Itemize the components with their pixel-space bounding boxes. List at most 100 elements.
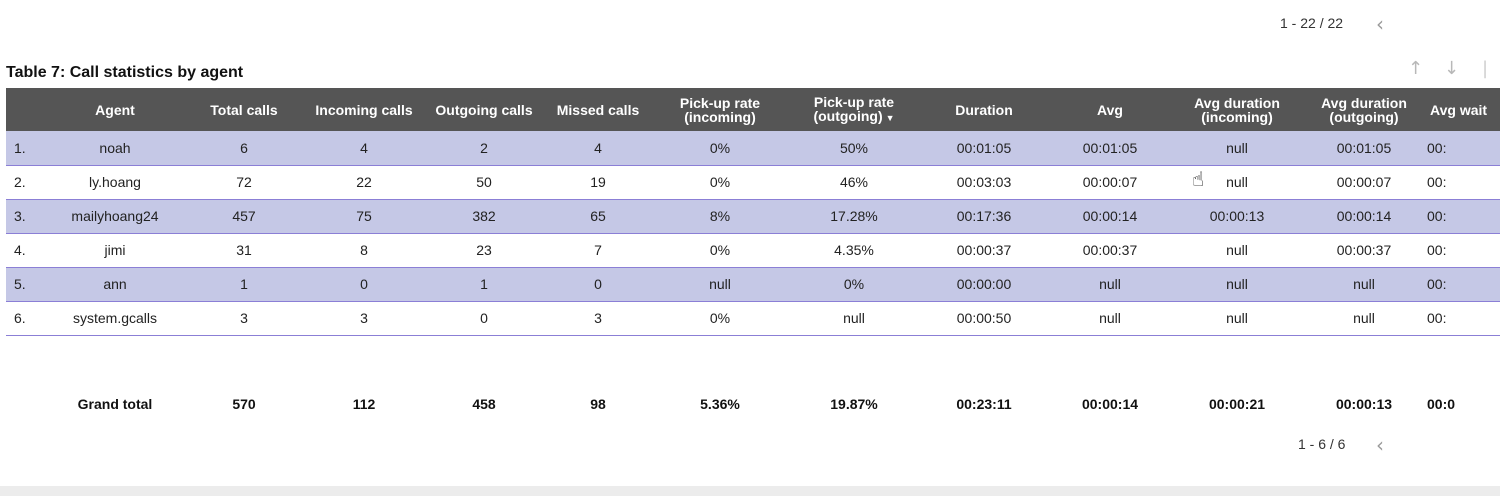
header-avg[interactable]: Avg bbox=[1097, 101, 1123, 118]
chevron-left-icon[interactable]: ‹ bbox=[1376, 433, 1384, 457]
table-cell: 4.35% bbox=[834, 242, 874, 258]
spacer-row bbox=[6, 335, 1500, 387]
table-cell: 00: bbox=[1427, 242, 1447, 258]
table-cell: 4 bbox=[594, 139, 602, 156]
table-cell: 00:00:07 bbox=[1336, 174, 1392, 190]
chevron-left-icon[interactable]: ‹ bbox=[1376, 12, 1384, 36]
table-cell: 00:00:37 bbox=[1082, 242, 1138, 258]
table-cell: 00:01:05 bbox=[1082, 139, 1138, 156]
table-cell: 00:00:14 bbox=[1082, 208, 1138, 224]
total-cell: 00:23:11 bbox=[956, 396, 1012, 412]
table-title: Table 7: Call statistics by agent bbox=[6, 64, 244, 81]
header-pickup-incoming[interactable]: Pick-up rate (incoming) bbox=[679, 94, 761, 125]
table-row[interactable]: 4. jimi 31 8 23 7 0% 4.35% 00:00:37 00:00:37 null 0… bbox=[6, 233, 1500, 267]
table-cell: null bbox=[1353, 276, 1375, 292]
table-cell: 31 bbox=[236, 242, 252, 258]
table-cell: 7 bbox=[594, 242, 602, 258]
table-cell: 0% bbox=[709, 139, 731, 156]
table-cell: 0% bbox=[709, 310, 731, 326]
table-cell: null bbox=[1099, 310, 1121, 326]
table-cell: null bbox=[709, 276, 731, 292]
total-cell: 00:00:13 bbox=[1335, 396, 1393, 412]
table-cell: null bbox=[1226, 276, 1248, 292]
header-duration[interactable]: Duration bbox=[955, 101, 1013, 118]
table-row[interactable]: 6. system.gcalls 3 3 0 3 0% null 00:00:50 null nul… bbox=[6, 301, 1500, 335]
total-cell: 00:00:14 bbox=[1081, 396, 1139, 412]
table-cell: 457 bbox=[232, 208, 256, 224]
total-cell: 5.36% bbox=[700, 396, 740, 412]
header-avg-wait[interactable]: Avg wait bbox=[1430, 101, 1488, 118]
table-header-row: Agent Total calls Incoming calls Outgoin… bbox=[6, 88, 1500, 131]
header-pickup-outgoing[interactable]: Pick-up rate (outgoing) ▼ bbox=[788, 88, 920, 131]
table-cell: 65 bbox=[590, 208, 606, 224]
sort-desc-icon: ▼ bbox=[885, 112, 895, 123]
table-cell: 00: bbox=[1427, 310, 1447, 326]
header-total-calls[interactable]: Total calls bbox=[210, 101, 278, 118]
table-cell: 00:00:37 bbox=[956, 242, 1012, 258]
table-cell: 00:01:05 bbox=[1336, 139, 1392, 156]
header-agent[interactable]: Agent bbox=[95, 101, 135, 118]
table-row[interactable]: 5. ann 1 0 1 0 null 0% 00:00:00 null null null 00: bbox=[6, 267, 1500, 301]
table-cell: 3 bbox=[360, 310, 368, 326]
header-outgoing-calls[interactable]: Outgoing calls bbox=[435, 101, 533, 118]
table-cell: 4. bbox=[14, 242, 26, 258]
header-missed-calls[interactable]: Missed calls bbox=[556, 101, 640, 118]
agent-name-cell: system.gcalls bbox=[72, 310, 158, 326]
agent-name-cell: jimi bbox=[104, 242, 126, 258]
total-cell: 00:00:21 bbox=[1208, 396, 1266, 412]
table-cell: 8 bbox=[360, 242, 368, 258]
top-pagination-range: 1 - 22 / 22 bbox=[1280, 15, 1344, 31]
total-cell: 19.87% bbox=[830, 396, 878, 412]
table-cell: 0 bbox=[360, 276, 368, 292]
table-cell: null bbox=[1099, 276, 1121, 292]
header-avg-duration-incoming[interactable]: Avg duration (incoming) bbox=[1194, 94, 1280, 125]
table-cell: null bbox=[1226, 242, 1248, 258]
agent-name-cell: mailyhoang24 bbox=[71, 208, 159, 224]
table-cell: 50 bbox=[476, 174, 492, 190]
table-cell: 3 bbox=[240, 310, 248, 326]
total-cell: 458 bbox=[472, 396, 496, 412]
top-pagination: 1 - 22 / 22 ‹ bbox=[1200, 12, 1500, 36]
grand-total-row: Grand total 570 112 458 98 5.36% 19.87% … bbox=[6, 387, 1500, 421]
table-cell: 5. bbox=[14, 276, 26, 292]
table-cell: 00:00:37 bbox=[1336, 242, 1392, 258]
agent-stats-table: Agent Total calls Incoming calls Outgoin… bbox=[6, 88, 1500, 421]
hand-cursor-icon: ☝ bbox=[1192, 167, 1205, 191]
total-cell bbox=[6, 387, 46, 421]
table-cell: 3. bbox=[14, 208, 26, 224]
table-cell: null bbox=[1226, 310, 1248, 326]
header-incoming-calls[interactable]: Incoming calls bbox=[315, 101, 413, 118]
table-cell: 46% bbox=[839, 174, 869, 190]
table-row[interactable]: 2. ly.hoang 72 22 50 19 0% 46% 00:03:03 00:00:07 n… bbox=[6, 165, 1500, 199]
table-cell: 17.28% bbox=[830, 208, 878, 224]
table-row[interactable]: 3. mailyhoang24 457 75 382 65 8% 17.28% 00:17:36… bbox=[6, 199, 1500, 233]
total-cell: 98 bbox=[590, 396, 606, 412]
total-label: Grand total bbox=[77, 396, 153, 412]
table-cell: 00:01:05 bbox=[956, 139, 1012, 156]
arrow-down-icon[interactable]: ↓ bbox=[1444, 58, 1460, 79]
table-cell: 0% bbox=[843, 276, 865, 292]
table-row[interactable]: 1. noah 6 4 2 4 0% 50% 00:01:05 00:01:05 null 00:01… bbox=[6, 131, 1500, 165]
table-cell: 00: bbox=[1427, 139, 1447, 156]
total-cell: 112 bbox=[352, 396, 376, 412]
table-toolbar: ↑ ↓ | bbox=[1390, 58, 1500, 82]
table-cell: 8% bbox=[709, 208, 731, 224]
table-cell: 50% bbox=[839, 139, 869, 156]
arrow-up-icon[interactable]: ↑ bbox=[1408, 58, 1424, 79]
table-cell: 382 bbox=[472, 208, 496, 224]
table-cell: 6 bbox=[240, 139, 248, 156]
table-cell: 00:17:36 bbox=[956, 208, 1012, 224]
agent-name-cell: ann bbox=[103, 276, 127, 292]
table-cell: 1 bbox=[240, 276, 248, 292]
header-pickup-outgoing-label: Pick-up rate (outgoing) bbox=[813, 93, 895, 124]
table-cell: 72 bbox=[236, 174, 252, 190]
table-cell: null bbox=[1226, 174, 1248, 190]
table-cell: 00: bbox=[1427, 208, 1447, 224]
table-cell: 0 bbox=[480, 310, 488, 326]
header-avg-duration-outgoing[interactable]: Avg duration (outgoing) bbox=[1321, 94, 1407, 125]
agent-name-cell: ly.hoang bbox=[89, 174, 141, 190]
table-cell: 00:03:03 bbox=[956, 174, 1012, 190]
footer-bar bbox=[0, 486, 1500, 496]
table-cell: null bbox=[843, 310, 865, 326]
table-cell: 00:00:00 bbox=[956, 276, 1012, 292]
